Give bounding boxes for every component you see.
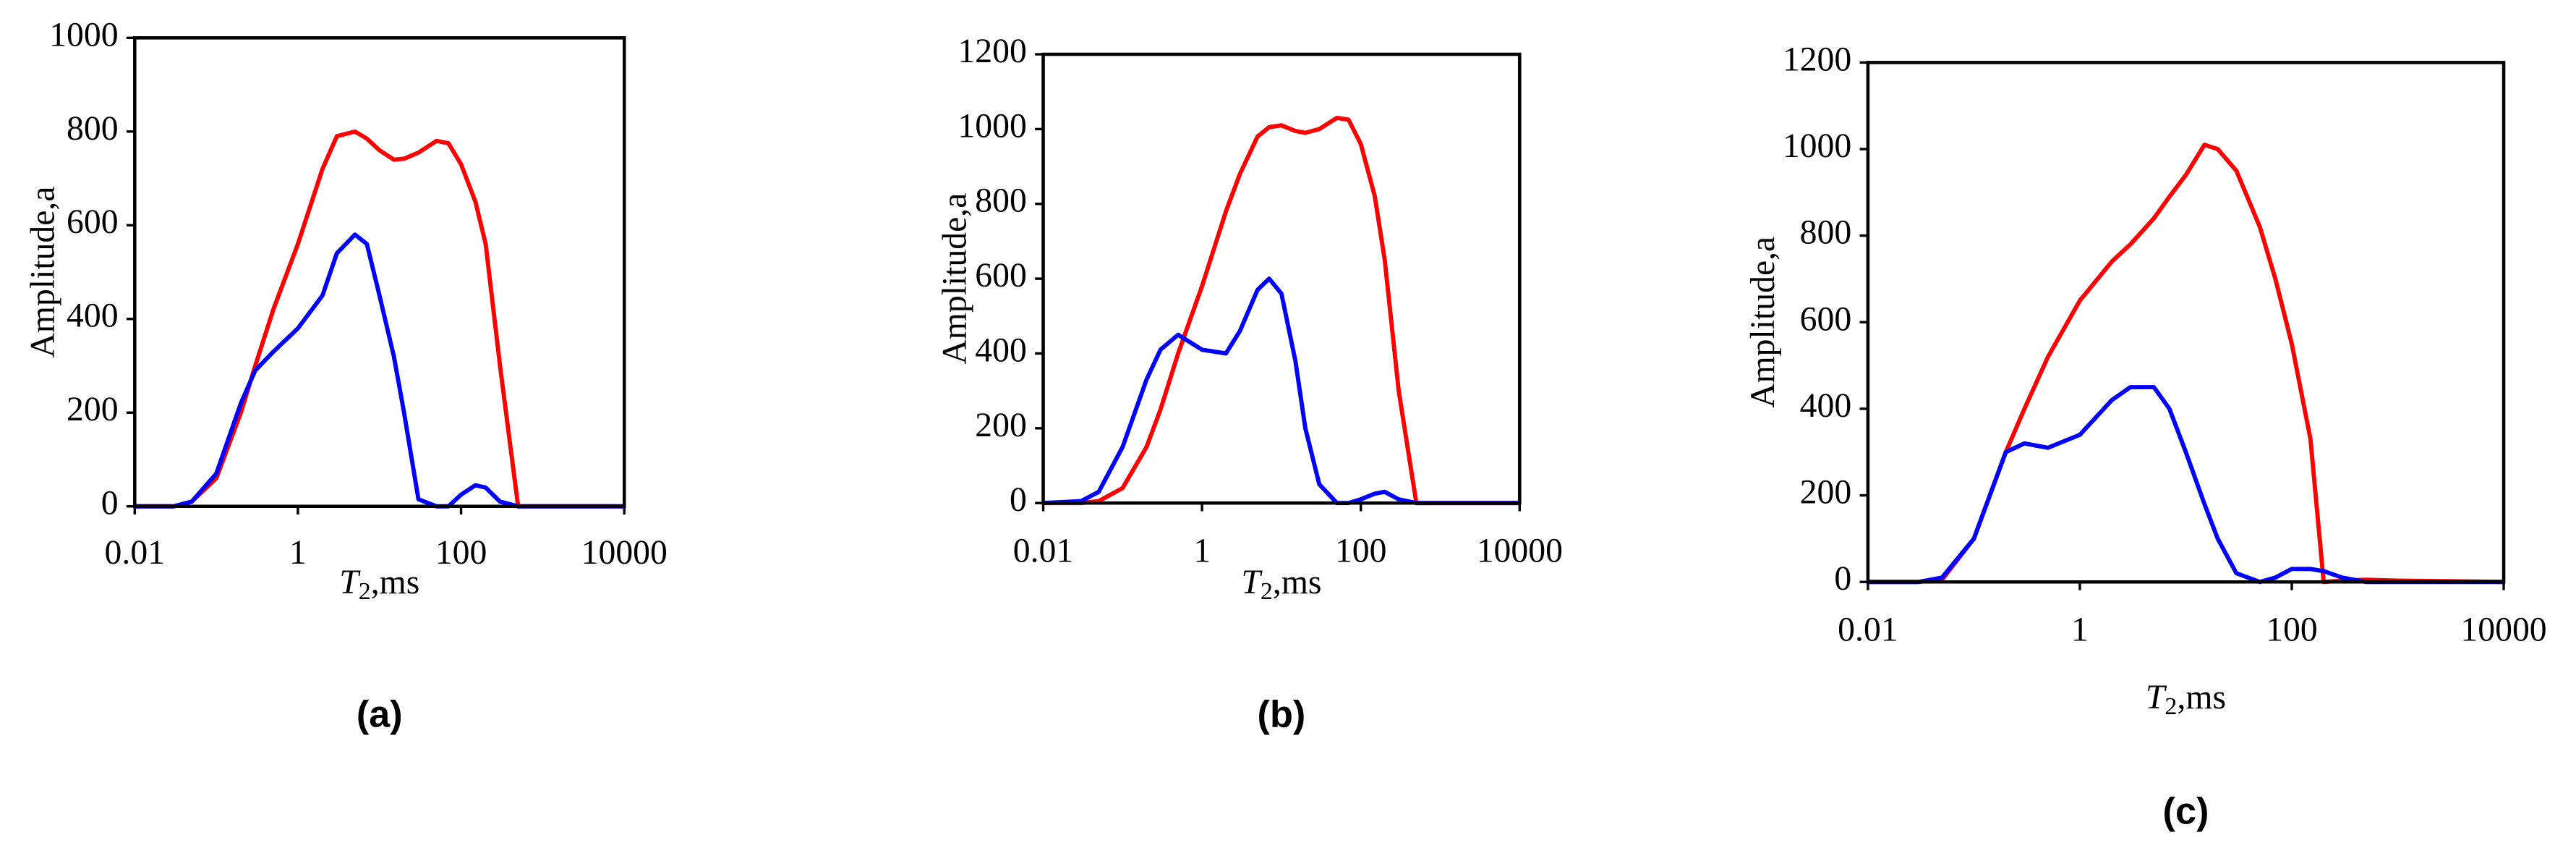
x-label-subscript: 2 [1261,578,1273,605]
y-tick-label: 0 [1010,480,1027,519]
x-tick-label: 100 [1335,532,1387,570]
plot-frame [133,36,626,509]
data-line [135,232,625,509]
x-tick-label: 1 [289,533,307,572]
y-axis-label: Amplitude,a [1744,237,1782,408]
y-tick-label: 400 [67,297,119,335]
x-label-subscript: 2 [359,578,371,605]
x-tick-label: 100 [435,533,487,572]
x-label-symbol: T [2146,678,2167,716]
x-tick-label: 10000 [2460,611,2546,649]
data-line [1043,276,1520,506]
y-tick-label: 600 [1800,300,1852,338]
y-tick-label: 1200 [958,32,1026,70]
caption: (b) [1258,693,1306,735]
y-tick-label: 600 [67,203,119,241]
y-tick-label: 600 [975,256,1027,294]
x-tick-label: 1 [2071,611,2089,649]
x-label-unit: ,ms [371,563,420,601]
x-axis-label: T2,ms [339,563,419,605]
x-tick-label: 100 [2266,611,2318,649]
y-tick-label: 1000 [958,106,1026,145]
y-tick-label: 1000 [49,15,118,54]
plot-frame [1041,52,1522,505]
data-line [1867,143,2504,585]
plot-frame [1866,61,2506,584]
data-line [1867,385,2504,585]
y-tick-label: 0 [101,484,119,522]
x-tick-label: 10000 [581,533,668,572]
y-tick-label: 400 [975,331,1027,369]
x-tick-label: 0.01 [1838,611,1898,649]
x-tick-label: 1 [1193,532,1211,570]
data-line [135,129,625,509]
x-label-symbol: T [339,563,361,601]
y-axis-label: Amplitude,a [24,186,62,357]
y-tick-label: 800 [1800,213,1852,252]
x-label-symbol: T [1241,563,1263,601]
y-tick-label: 200 [67,390,119,428]
x-label-unit: ,ms [2177,678,2226,716]
y-axis-label: Amplitude,a [935,193,973,365]
x-axis-label: T2,ms [2146,678,2226,720]
y-tick-label: 0 [1834,559,1851,598]
y-tick-label: 400 [1800,386,1852,425]
y-tick-label: 200 [1800,473,1852,512]
x-axis-label: T2,ms [1241,563,1321,605]
y-tick-label: 800 [975,182,1027,220]
y-tick-label: 200 [975,406,1027,444]
y-tick-label: 1200 [1783,40,1851,78]
x-label-subscript: 2 [2165,693,2177,720]
y-tick-label: 800 [67,109,119,148]
x-tick-label: 0.01 [105,533,165,572]
y-tick-label: 1000 [1783,127,1851,165]
caption: (c) [2163,790,2209,832]
x-label-unit: ,ms [1273,563,1322,601]
x-tick-label: 0.01 [1013,532,1073,570]
caption: (a) [357,693,403,735]
data-line [1043,115,1520,506]
x-tick-label: 10000 [1477,532,1563,570]
